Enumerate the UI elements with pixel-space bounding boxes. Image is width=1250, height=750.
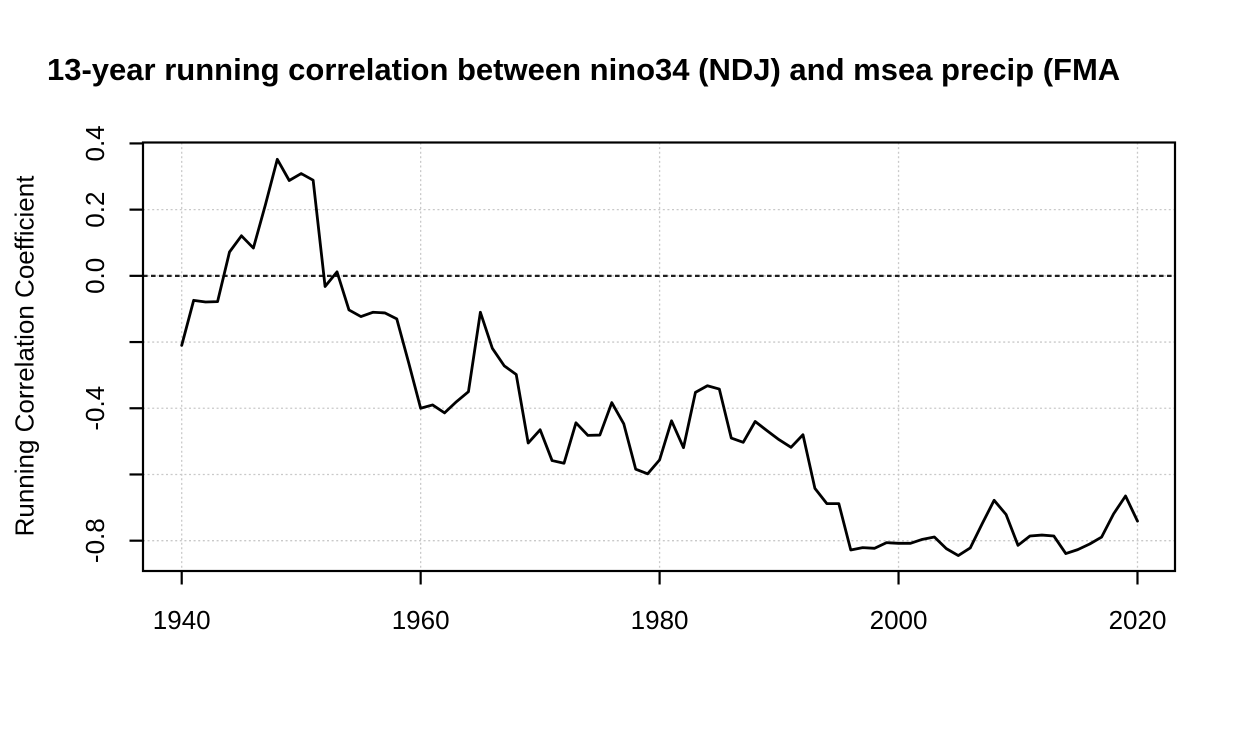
x-tick-label: 1980 — [631, 605, 689, 635]
chart-title: 13-year running correlation between nino… — [47, 52, 1121, 87]
x-tick-labels: 1940 1960 1980 2000 2020 — [153, 605, 1167, 635]
correlation-series-line — [180, 157, 1139, 557]
y-tick-label: 0.0 — [80, 258, 110, 294]
y-tick-label: 0.4 — [80, 125, 110, 161]
y-tick-label: -0.4 — [80, 386, 110, 431]
x-tick-label: 1940 — [153, 605, 211, 635]
x-tick-label: 2020 — [1109, 605, 1167, 635]
y-tick-label: -0.8 — [80, 518, 110, 563]
x-tick-label: 2000 — [870, 605, 928, 635]
axis-ticks — [129, 142, 1139, 585]
data-line — [180, 157, 1139, 557]
y-tick-label: 0.2 — [80, 192, 110, 228]
grid-lines — [143, 142, 1175, 571]
x-tick-label: 1960 — [392, 605, 450, 635]
y-tick-labels: 0.4 0.2 0.0 -0.4 -0.8 — [80, 125, 110, 563]
